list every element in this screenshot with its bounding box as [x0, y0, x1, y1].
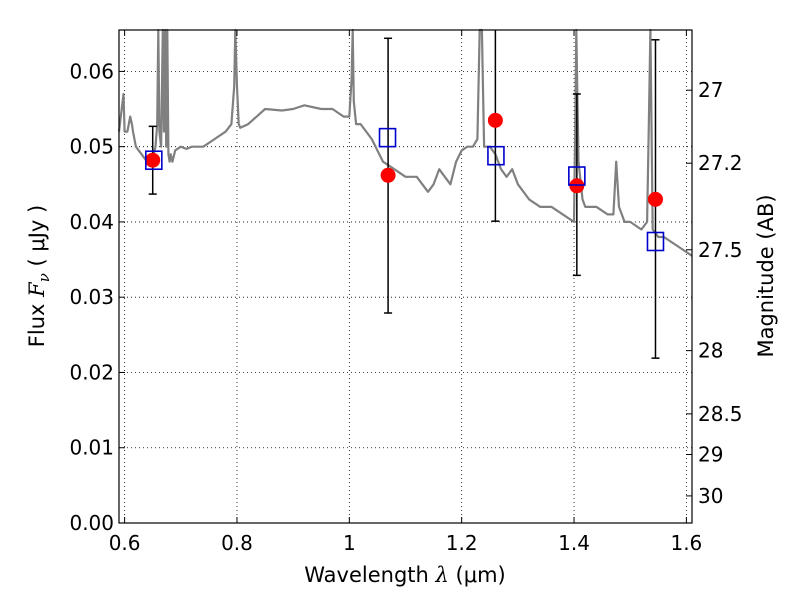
x-tick-label: 1.2	[446, 531, 478, 555]
model-band-square	[145, 150, 163, 171]
model-spectrum-line	[117, 28, 693, 257]
plot-frame	[118, 29, 693, 524]
y2-tick-label: 30	[698, 484, 723, 508]
x-tick-label: 0.8	[221, 531, 253, 555]
x-axis-ticks: 0.6 0.8 1 1.2 1.4 1.6	[109, 30, 702, 555]
y-tick-label: 0.01	[69, 436, 114, 460]
x-tick-label: 1	[343, 531, 356, 555]
plot-area	[119, 30, 692, 523]
observed-flux-point	[647, 191, 663, 207]
y-tick-label: 0.05	[69, 135, 114, 159]
y2-tick-label: 29	[698, 443, 723, 467]
y-tick-label: 0.00	[69, 511, 114, 535]
model-band-square	[568, 166, 586, 186]
y2-axis-ticks: 27 27.2 27.5 28 28.5 29 30	[686, 78, 743, 508]
y2-tick-label: 28	[698, 339, 723, 363]
y2-axis-title: Magnitude (AB)	[754, 194, 778, 357]
x-axis-title: Wavelength λ (μm)	[304, 563, 505, 587]
x-tick-label: 1.6	[670, 531, 702, 555]
x-tick-label: 1.4	[558, 531, 590, 555]
y-axis-ticks: 0.00 0.01 0.02 0.03 0.04 0.05 0.06	[69, 59, 125, 535]
y2-tick-label: 27.5	[698, 238, 743, 262]
y2-tick-label: 27	[698, 78, 723, 102]
model-spectrum	[117, 28, 693, 257]
observed-flux-point	[380, 167, 396, 183]
model-band-square	[646, 231, 665, 252]
observed-flux-point	[487, 112, 503, 128]
model-band-squares	[145, 127, 665, 252]
model-band-square	[487, 145, 505, 166]
y-tick-label: 0.03	[69, 285, 114, 309]
y2-tick-label: 28.5	[698, 402, 743, 426]
observed-flux-point	[145, 152, 161, 168]
x-tick-label: 0.6	[109, 531, 141, 555]
model-band-square	[378, 127, 397, 148]
y-tick-label: 0.02	[69, 360, 114, 384]
y-tick-label: 0.06	[69, 59, 114, 83]
y-tick-label: 0.04	[69, 210, 114, 234]
y2-tick-label: 27.2	[698, 151, 743, 175]
y-axis-title: Flux Fν ( μJy )	[25, 205, 53, 347]
